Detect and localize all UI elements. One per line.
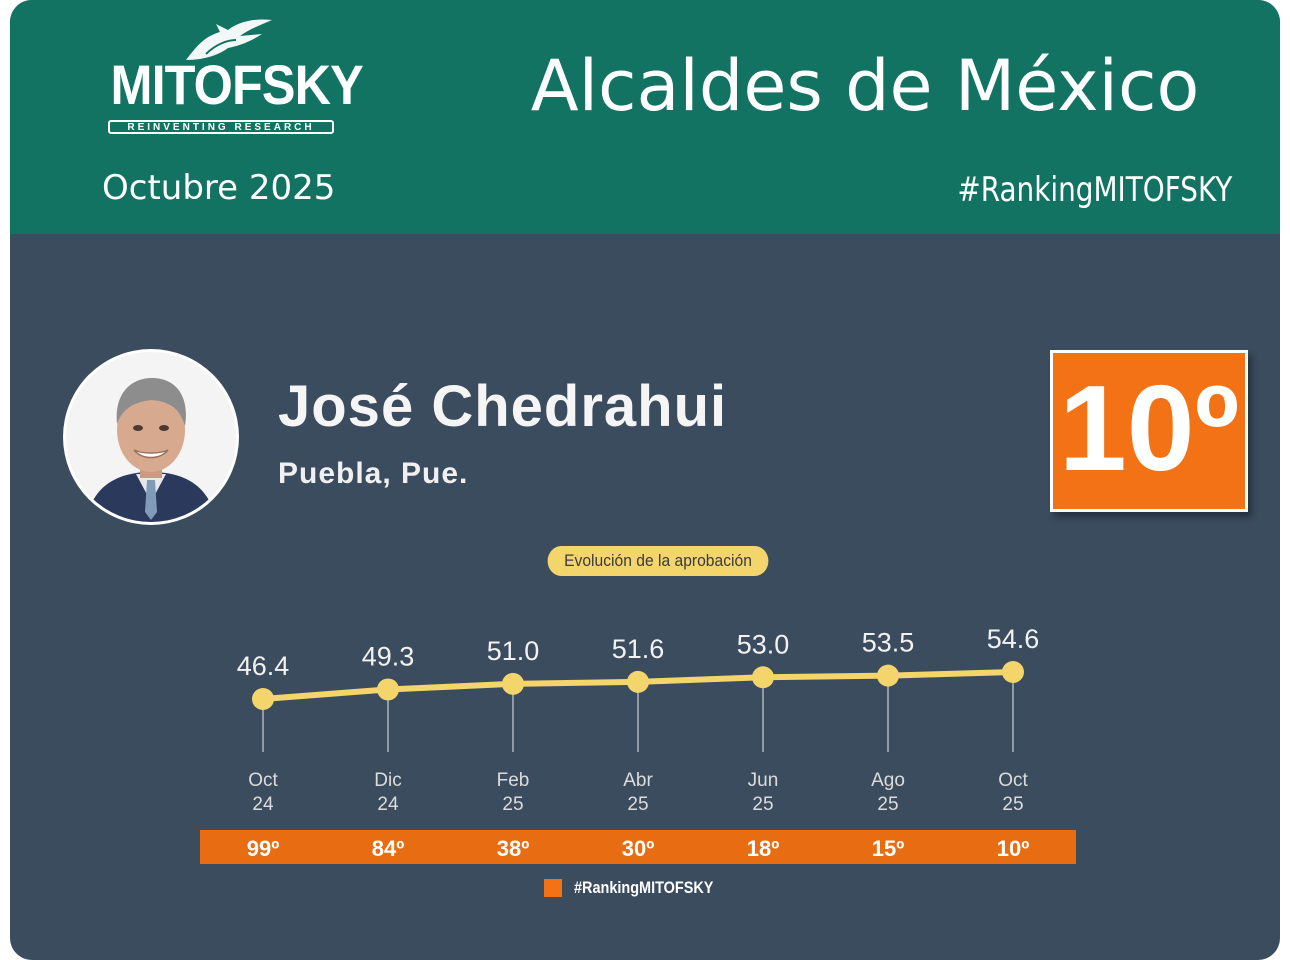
person-portrait-icon xyxy=(66,352,236,522)
x-tick-month: Ago xyxy=(871,770,905,791)
x-tick-month: Oct xyxy=(248,770,278,791)
ranking-label: 84º xyxy=(372,836,405,861)
legend-label: #RankingMITOFSKY xyxy=(574,878,714,897)
x-tick-year: 24 xyxy=(377,794,399,815)
x-tick-year: 25 xyxy=(627,794,648,815)
current-rank-badge: 10º xyxy=(1050,350,1248,512)
data-point xyxy=(252,688,274,710)
x-tick-month: Dic xyxy=(374,770,401,791)
data-label: 46.4 xyxy=(237,651,290,681)
pegasus-logo-icon xyxy=(186,19,272,60)
data-label: 51.0 xyxy=(487,636,540,666)
legend-swatch xyxy=(544,879,562,897)
approval-line-chart: 46.4 49.3 51.0 51.6 53.0 53.5 54.6 Oct 24 Dic 24 F… xyxy=(200,624,1076,864)
x-tick-month: Abr xyxy=(623,770,653,791)
x-tick-year: 24 xyxy=(252,794,274,815)
logo-wordmark: MITOFSKY xyxy=(110,53,364,116)
logo-tagline: REINVENTING RESEARCH xyxy=(108,120,334,134)
ranking-strip xyxy=(200,830,1076,864)
x-tick-month: Feb xyxy=(497,770,530,791)
ranking-label: 15º xyxy=(872,836,905,861)
header-banner: MITOFSKY REINVENTING RESEARCH Alcaldes d… xyxy=(10,0,1280,234)
ranking-card: MITOFSKY REINVENTING RESEARCH Alcaldes d… xyxy=(10,0,1280,960)
data-point xyxy=(1002,661,1024,683)
data-point xyxy=(752,666,774,689)
x-tick-month: Oct xyxy=(998,770,1028,791)
current-rank-value: 10º xyxy=(1058,360,1240,496)
x-tick-year: 25 xyxy=(877,794,898,815)
header-hashtag: #RankingMITOFSKY xyxy=(957,170,1232,210)
data-label: 53.5 xyxy=(862,628,915,658)
ranking-label: 10º xyxy=(997,836,1030,861)
ranking-label: 99º xyxy=(247,836,280,861)
x-tick-year: 25 xyxy=(1002,794,1023,815)
mitofsky-logo: MITOFSKY REINVENTING RESEARCH xyxy=(98,14,364,136)
x-tick-year: 25 xyxy=(502,794,523,815)
ranking-label: 30º xyxy=(622,836,655,861)
avatar xyxy=(66,352,236,522)
data-label: 51.6 xyxy=(612,634,665,664)
page-title: Alcaldes de México xyxy=(530,45,1200,127)
data-label: 54.6 xyxy=(987,624,1040,654)
data-point xyxy=(877,664,899,687)
data-point xyxy=(377,678,399,701)
x-tick-year: 25 xyxy=(752,794,773,815)
ranking-label: 18º xyxy=(747,836,780,861)
data-point xyxy=(502,672,524,695)
data-label: 49.3 xyxy=(362,641,415,671)
chart-title: Evolución de la aprobación xyxy=(547,546,769,576)
ranking-label: 38º xyxy=(497,836,530,861)
data-label: 53.0 xyxy=(737,629,790,659)
report-date: Octubre 2025 xyxy=(102,168,336,208)
official-location: Puebla, Pue. xyxy=(278,457,469,490)
official-name: José Chedrahui xyxy=(278,374,728,439)
data-point xyxy=(627,670,649,693)
x-tick-month: Jun xyxy=(748,770,779,791)
